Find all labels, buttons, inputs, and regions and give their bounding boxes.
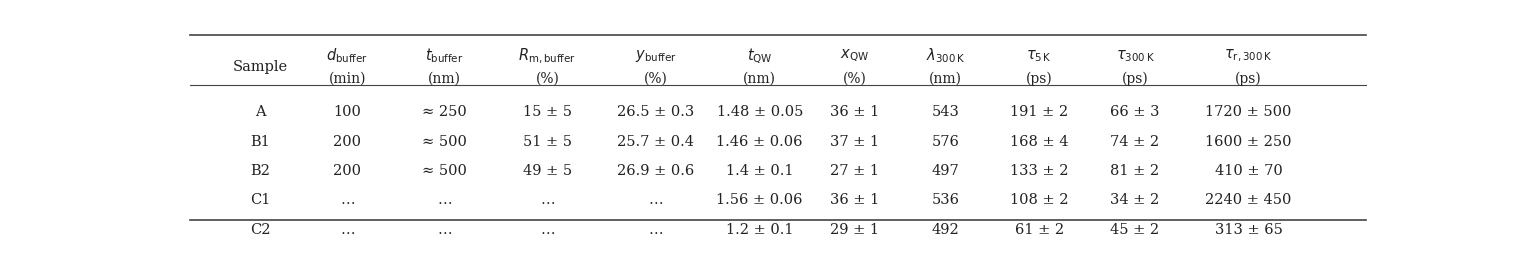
Text: 1.48 ± 0.05: 1.48 ± 0.05	[716, 105, 803, 119]
Text: C2: C2	[250, 222, 270, 236]
Text: 27 ± 1: 27 ± 1	[830, 163, 879, 177]
Text: 1720 ± 500: 1720 ± 500	[1205, 105, 1292, 119]
Text: 133 ± 2: 133 ± 2	[1009, 163, 1069, 177]
Text: 37 ± 1: 37 ± 1	[830, 134, 879, 148]
Text: …: …	[648, 222, 663, 236]
Text: …: …	[540, 193, 554, 207]
Text: 29 ± 1: 29 ± 1	[830, 222, 879, 236]
Text: 1.2 ± 0.1: 1.2 ± 0.1	[726, 222, 794, 236]
Text: $\tau_{\mathrm{300\,K}}$: $\tau_{\mathrm{300\,K}}$	[1116, 48, 1155, 64]
Text: ≈ 500: ≈ 500	[422, 163, 468, 177]
Text: 81 ± 2: 81 ± 2	[1111, 163, 1160, 177]
Text: $\tau_{\mathrm{5\,K}}$: $\tau_{\mathrm{5\,K}}$	[1026, 48, 1052, 64]
Text: …: …	[437, 222, 452, 236]
Text: 191 ± 2: 191 ± 2	[1009, 105, 1069, 119]
Text: (%): (%)	[842, 71, 867, 85]
Text: $\lambda_{\mathrm{300\,K}}$: $\lambda_{\mathrm{300\,K}}$	[926, 46, 965, 65]
Text: $y_{\mathrm{buffer}}$: $y_{\mathrm{buffer}}$	[635, 48, 677, 64]
Text: 497: 497	[932, 163, 959, 177]
Text: 66 ± 3: 66 ± 3	[1110, 105, 1160, 119]
Text: 26.5 ± 0.3: 26.5 ± 0.3	[616, 105, 694, 119]
Text: 492: 492	[932, 222, 959, 236]
Text: 26.9 ± 0.6: 26.9 ± 0.6	[616, 163, 694, 177]
Text: $t_{\mathrm{buffer}}$: $t_{\mathrm{buffer}}$	[425, 46, 463, 65]
Text: 61 ± 2: 61 ± 2	[1014, 222, 1064, 236]
Text: 100: 100	[334, 105, 361, 119]
Text: 36 ± 1: 36 ± 1	[830, 193, 879, 207]
Text: ≈ 500: ≈ 500	[422, 134, 468, 148]
Text: (nm): (nm)	[744, 71, 776, 85]
Text: …: …	[437, 193, 452, 207]
Text: ≈ 250: ≈ 250	[422, 105, 468, 119]
Text: 36 ± 1: 36 ± 1	[830, 105, 879, 119]
Text: 313 ± 65: 313 ± 65	[1214, 222, 1283, 236]
Text: 200: 200	[334, 163, 361, 177]
Text: 2240 ± 450: 2240 ± 450	[1205, 193, 1292, 207]
Text: (ps): (ps)	[1122, 71, 1149, 86]
Text: …: …	[648, 193, 663, 207]
Text: $x_{\mathrm{QW}}$: $x_{\mathrm{QW}}$	[839, 48, 868, 64]
Text: 51 ± 5: 51 ± 5	[522, 134, 572, 148]
Text: 576: 576	[932, 134, 959, 148]
Text: 1.46 ± 0.06: 1.46 ± 0.06	[716, 134, 803, 148]
Text: (nm): (nm)	[929, 71, 962, 85]
Text: A: A	[255, 105, 266, 119]
Text: B1: B1	[250, 134, 270, 148]
Text: …: …	[340, 193, 355, 207]
Text: 1.56 ± 0.06: 1.56 ± 0.06	[716, 193, 803, 207]
Text: 45 ± 2: 45 ± 2	[1111, 222, 1160, 236]
Text: $\tau_{\mathrm{r,300\,K}}$: $\tau_{\mathrm{r,300\,K}}$	[1225, 48, 1272, 64]
Text: 410 ± 70: 410 ± 70	[1214, 163, 1283, 177]
Text: 1600 ± 250: 1600 ± 250	[1205, 134, 1292, 148]
Text: (%): (%)	[644, 71, 668, 85]
Text: 34 ± 2: 34 ± 2	[1110, 193, 1160, 207]
Text: …: …	[340, 222, 355, 236]
Text: (ps): (ps)	[1236, 71, 1261, 86]
Text: 15 ± 5: 15 ± 5	[522, 105, 572, 119]
Text: B2: B2	[250, 163, 270, 177]
Text: 536: 536	[932, 193, 959, 207]
Text: 200: 200	[334, 134, 361, 148]
Text: (%): (%)	[536, 71, 559, 85]
Text: 168 ± 4: 168 ± 4	[1009, 134, 1069, 148]
Text: 108 ± 2: 108 ± 2	[1009, 193, 1069, 207]
Text: (nm): (nm)	[428, 71, 461, 85]
Text: 25.7 ± 0.4: 25.7 ± 0.4	[618, 134, 694, 148]
Text: (ps): (ps)	[1026, 71, 1052, 86]
Text: $R_{\mathrm{m,buffer}}$: $R_{\mathrm{m,buffer}}$	[518, 46, 577, 66]
Text: (min): (min)	[328, 71, 366, 85]
Text: 1.4 ± 0.1: 1.4 ± 0.1	[726, 163, 794, 177]
Text: $d_{\mathrm{buffer}}$: $d_{\mathrm{buffer}}$	[326, 46, 369, 65]
Text: 49 ± 5: 49 ± 5	[522, 163, 572, 177]
Text: Sample: Sample	[232, 60, 288, 74]
Text: 74 ± 2: 74 ± 2	[1111, 134, 1160, 148]
Text: 543: 543	[932, 105, 959, 119]
Text: …: …	[540, 222, 554, 236]
Text: $t_{\mathrm{QW}}$: $t_{\mathrm{QW}}$	[747, 46, 773, 66]
Text: C1: C1	[250, 193, 270, 207]
